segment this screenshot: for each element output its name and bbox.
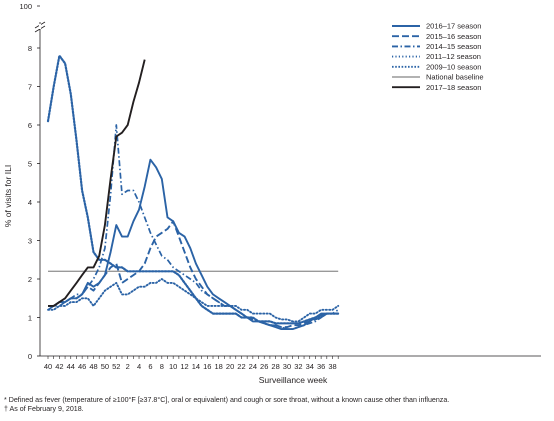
x-tick-label: 2: [126, 362, 130, 371]
y-axis-break-gap: [39, 24, 41, 29]
y-tick-label: 5: [28, 160, 32, 169]
legend-label: 2011–12 season: [426, 52, 481, 61]
x-tick-label: 18: [215, 362, 223, 371]
legend-label: 2009–10 season: [426, 62, 481, 71]
x-tick-label: 22: [237, 362, 245, 371]
series-line-2015-16-season: [48, 220, 339, 329]
series-line-2016-17-season: [48, 158, 339, 331]
x-tick-label: 50: [101, 362, 109, 371]
series-lines: [46, 54, 340, 331]
x-tick-label: 28: [271, 362, 279, 371]
x-tick-label: 20: [226, 362, 234, 371]
x-tick-label: 32: [294, 362, 302, 371]
y-tick-label: 2: [28, 275, 32, 284]
y-axis-label: % of visits for ILI: [3, 165, 13, 227]
x-tick-label: 44: [67, 362, 75, 371]
series-line-2017-18-season: [48, 59, 146, 307]
footnote-as-of-date: † As of February 9, 2018.: [4, 405, 84, 413]
series-line-2011-12-season: [47, 278, 340, 323]
x-tick-label: 40: [44, 362, 52, 371]
y-tick-label: 4: [28, 198, 32, 207]
legend-label: National baseline: [426, 73, 484, 82]
y-tick-label: 8: [28, 44, 32, 53]
x-tick-label: 34: [306, 362, 314, 371]
x-tick-label: 48: [89, 362, 97, 371]
x-tick-label: 16: [203, 362, 211, 371]
y-tick-label: 7: [28, 83, 32, 92]
x-tick-label: 26: [260, 362, 268, 371]
y-tick-label: 3: [28, 237, 32, 246]
y-tick-label: 6: [28, 121, 32, 130]
x-tick-label: 36: [317, 362, 325, 371]
x-tick-label: 52: [112, 362, 120, 371]
x-tick-label: 46: [78, 362, 86, 371]
x-tick-label: 30: [283, 362, 291, 371]
legend-label: 2017–18 season: [426, 83, 481, 92]
y-tick-label: 1: [28, 314, 32, 323]
y-tick-label: 100: [19, 2, 32, 11]
x-tick-label: 8: [160, 362, 164, 371]
series-line-2014-15-season: [47, 124, 339, 330]
legend-label: 2014–15 season: [426, 42, 481, 51]
x-tick-label: 14: [192, 362, 200, 371]
series-line-2009-10-season: [46, 54, 340, 325]
x-tick-label: 10: [169, 362, 177, 371]
legend-label: 2015–16 season: [426, 32, 481, 41]
legend-label: 2016–17 season: [426, 22, 481, 31]
x-tick-label: 42: [55, 362, 63, 371]
y-tick-label: 0: [28, 352, 32, 361]
x-tick-label: 24: [249, 362, 257, 371]
x-axis-label: Surveillance week: [259, 375, 328, 385]
x-tick-label: 6: [148, 362, 152, 371]
footnotes: * Defined as fever (temperature of ≥100°…: [4, 396, 552, 414]
x-tick-label: 12: [180, 362, 188, 371]
x-tick-label: 38: [328, 362, 336, 371]
x-tick-label: 4: [137, 362, 141, 371]
footnote-fever-definition: * Defined as fever (temperature of ≥100°…: [4, 396, 450, 404]
